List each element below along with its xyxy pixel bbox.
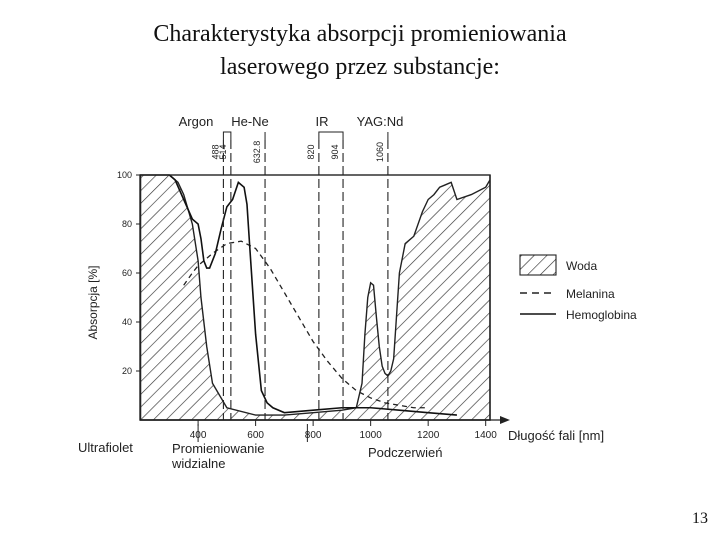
x-tick-label: 600: [247, 430, 264, 441]
series-melanina-line: [183, 240, 429, 409]
y-tick-label: 80: [122, 219, 132, 229]
legend-label-melanina: Melanina: [566, 287, 615, 301]
x-axis-arrow-icon: [500, 416, 510, 424]
x-tick-label: 400: [190, 430, 207, 441]
slide-title-line-2: laserowego przez substancje:: [220, 54, 500, 80]
legend-label-hemoglobina: Hemoglobina: [566, 308, 637, 322]
laser-group-bracket: [318, 131, 344, 140]
laser-wavelength-label: 488: [210, 144, 220, 159]
legend-label-woda: Woda: [566, 259, 597, 273]
laser-group-label: He-Ne: [231, 114, 269, 129]
x-axis-label: Długość fali [nm]: [508, 428, 604, 443]
y-tick-label: 40: [122, 317, 132, 327]
y-tick-label: 60: [122, 268, 132, 278]
laser-wavelength-label: 904: [330, 144, 340, 159]
slide-title-line-1: Charakterystyka absorpcji promieniowania: [153, 21, 567, 47]
laser-group-bracket: [222, 131, 232, 140]
laser-wavelength-label: 632.8: [252, 141, 262, 164]
x-tick-label: 1200: [417, 430, 440, 441]
y-tick-label: 20: [122, 366, 132, 376]
x-tick-label: 1000: [360, 430, 383, 441]
laser-wavelength-label: 820: [306, 144, 316, 159]
laser-group-label: YAG:Nd: [357, 114, 404, 129]
region-label-ultrafiolet: Ultrafiolet: [78, 440, 133, 455]
y-tick-label: 100: [117, 170, 132, 180]
page-number: 13: [692, 510, 708, 527]
region-label-podczerwien: Podczerwień: [368, 445, 442, 460]
y-axis-label: Absorpcja [%]: [86, 265, 100, 339]
laser-wavelength-label: 514: [218, 144, 228, 159]
series-woda-area: [139, 174, 491, 421]
x-tick-label: 1400: [475, 430, 498, 441]
series-hemoglobina-line: [168, 174, 457, 416]
laser-group-label: Argon: [179, 114, 214, 129]
laser-wavelength-label: 1060: [375, 142, 385, 162]
legend: Woda Melanina Hemoglobina: [519, 254, 637, 322]
x-tick-label: 800: [305, 430, 322, 441]
legend-swatch-woda: [519, 254, 557, 276]
region-label-widzialne: Promieniowanie widzialne: [171, 441, 265, 471]
laser-group-label: IR: [316, 114, 329, 129]
